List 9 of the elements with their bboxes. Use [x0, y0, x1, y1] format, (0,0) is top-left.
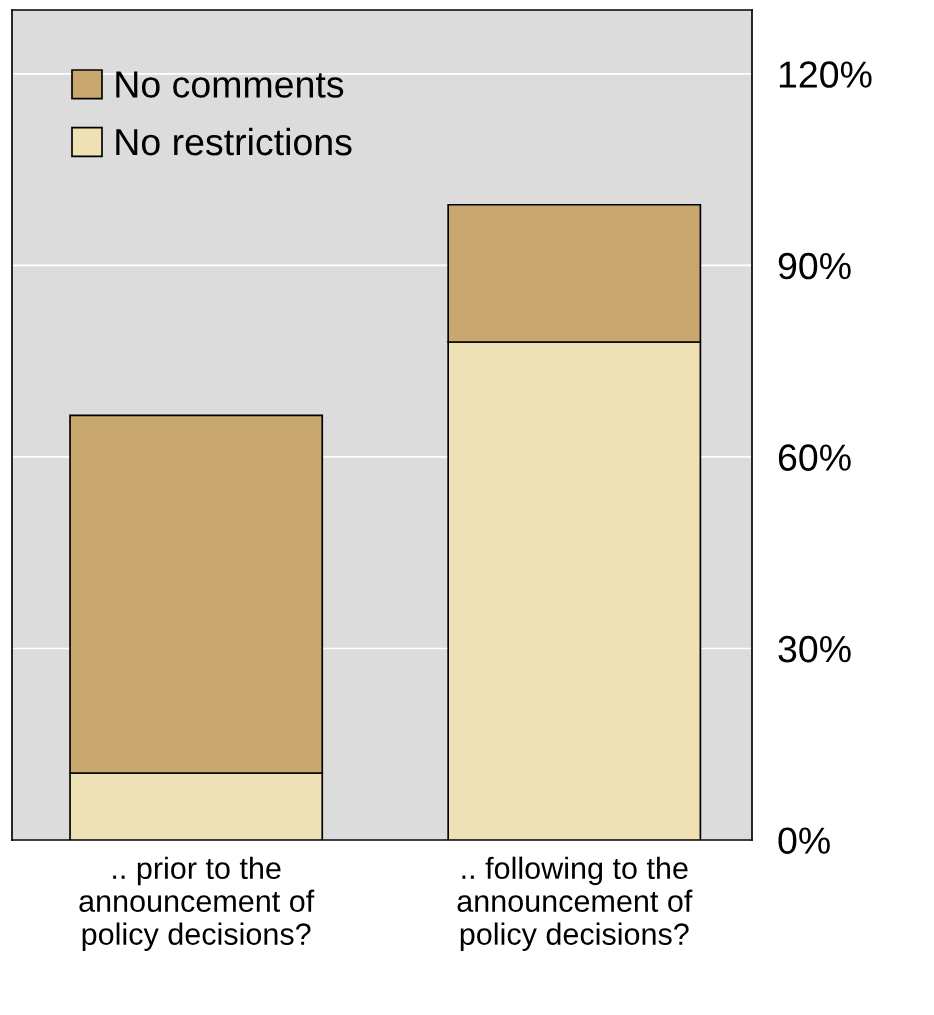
y-tick-label: 60%: [778, 444, 851, 471]
y-tick-label: 120%: [779, 61, 872, 88]
y-tick-label: 90%: [778, 252, 851, 280]
legend-label: No restrictions: [116, 127, 352, 156]
x-tick-label: .. following to the announcement of policy decisions?: [457, 856, 693, 951]
y-tick-label: 0%: [778, 827, 830, 854]
x-tick-label: .. prior to the announcement of policy decisions?: [79, 856, 315, 951]
y-tick-label: 30%: [778, 635, 851, 663]
legend-label: No comments: [116, 71, 344, 98]
